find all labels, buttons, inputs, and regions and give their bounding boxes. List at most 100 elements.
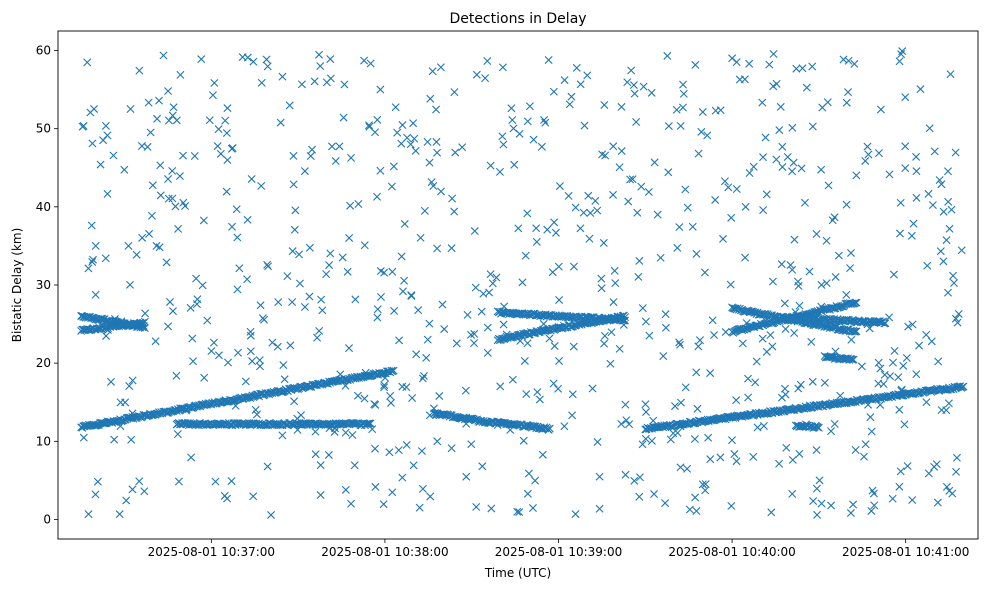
detection-point (809, 497, 818, 506)
detection-point (842, 98, 851, 107)
detection-point (915, 341, 924, 350)
detection-point (696, 336, 704, 345)
detection-point (685, 505, 694, 514)
detection-point (719, 234, 728, 243)
detection-point (896, 467, 905, 476)
detection-point (256, 362, 264, 371)
detection-point (486, 161, 495, 170)
detection-point (545, 334, 554, 343)
detection-point (126, 280, 135, 289)
detection-point (781, 325, 790, 333)
detection-point (380, 268, 389, 277)
detection-point (656, 253, 665, 262)
detection-point (744, 374, 753, 383)
detection-point (834, 251, 843, 260)
detection-point (492, 273, 501, 282)
detection-point (786, 261, 795, 270)
detection-point (549, 379, 558, 388)
detection-point (246, 331, 255, 340)
detection-point (676, 422, 685, 431)
detection-point (661, 499, 670, 508)
detection-point (506, 425, 515, 434)
detection-point (576, 80, 585, 89)
detection-point (644, 187, 653, 196)
detection-point (524, 469, 533, 478)
detection-point (422, 353, 431, 362)
detection-point (144, 98, 153, 107)
detection-point (428, 67, 437, 76)
detection-point (957, 246, 966, 255)
detection-point (409, 461, 418, 470)
detection-point (572, 63, 581, 72)
detection-point (498, 132, 507, 141)
detection-point (947, 205, 956, 214)
detection-point (537, 142, 546, 151)
detection-point (661, 323, 670, 332)
detection-point (778, 142, 787, 151)
detection-point (673, 428, 682, 437)
detection-point (361, 368, 370, 377)
detection-point (425, 319, 434, 328)
detection-point (341, 381, 350, 390)
detection-point (864, 400, 873, 409)
detection-point (850, 327, 859, 336)
detection-point (340, 80, 349, 89)
detection-point (381, 373, 390, 382)
detection-point (560, 76, 569, 85)
detection-point (128, 376, 137, 385)
detection-point (888, 358, 897, 367)
detection-point (187, 453, 196, 462)
detection-point (641, 434, 650, 443)
detection-point (861, 156, 870, 165)
detection-point (398, 382, 407, 391)
detection-point (935, 176, 944, 185)
detection-point (692, 249, 701, 258)
detection-point (164, 116, 173, 125)
detection-point (116, 422, 125, 431)
detection-point (850, 59, 859, 68)
detection-point (690, 435, 699, 444)
detection-point (630, 476, 639, 485)
detection-point (632, 118, 641, 127)
detection-point (584, 191, 593, 200)
detection-point (373, 313, 382, 322)
detection-point (399, 287, 407, 296)
detection-point (550, 218, 559, 227)
detection-point (173, 430, 182, 439)
detection-point (231, 401, 240, 410)
detection-point (134, 322, 143, 331)
detection-point (794, 384, 803, 393)
detection-point (243, 215, 252, 224)
detection-point (664, 168, 673, 177)
detection-point (380, 381, 389, 390)
detection-point (127, 435, 136, 444)
detection-point (885, 313, 894, 322)
detection-point (147, 211, 156, 220)
detection-point (300, 167, 309, 176)
detection-point (397, 139, 406, 148)
detection-point (863, 320, 872, 329)
detection-point (423, 335, 432, 344)
detection-point (200, 420, 209, 429)
detection-point (514, 224, 523, 233)
detection-point (637, 182, 646, 191)
detection-point (274, 298, 283, 307)
detection-point (739, 324, 748, 333)
x-tick-label: 2025-08-01 10:41:00 (842, 545, 969, 559)
detection-point (151, 337, 160, 346)
detection-point (721, 328, 730, 337)
detection-point (567, 92, 576, 101)
detection-point (568, 411, 577, 420)
detection-point (615, 344, 624, 353)
detection-point (675, 223, 684, 232)
detection-point (324, 450, 333, 459)
detection-point (720, 177, 729, 186)
detection-point (752, 357, 761, 366)
detection-point (227, 477, 236, 486)
detection-point (791, 308, 800, 317)
detection-point (128, 409, 137, 418)
detection-point (164, 322, 173, 331)
detection-point (765, 60, 774, 69)
detection-point (959, 382, 968, 391)
detection-point (285, 101, 294, 110)
